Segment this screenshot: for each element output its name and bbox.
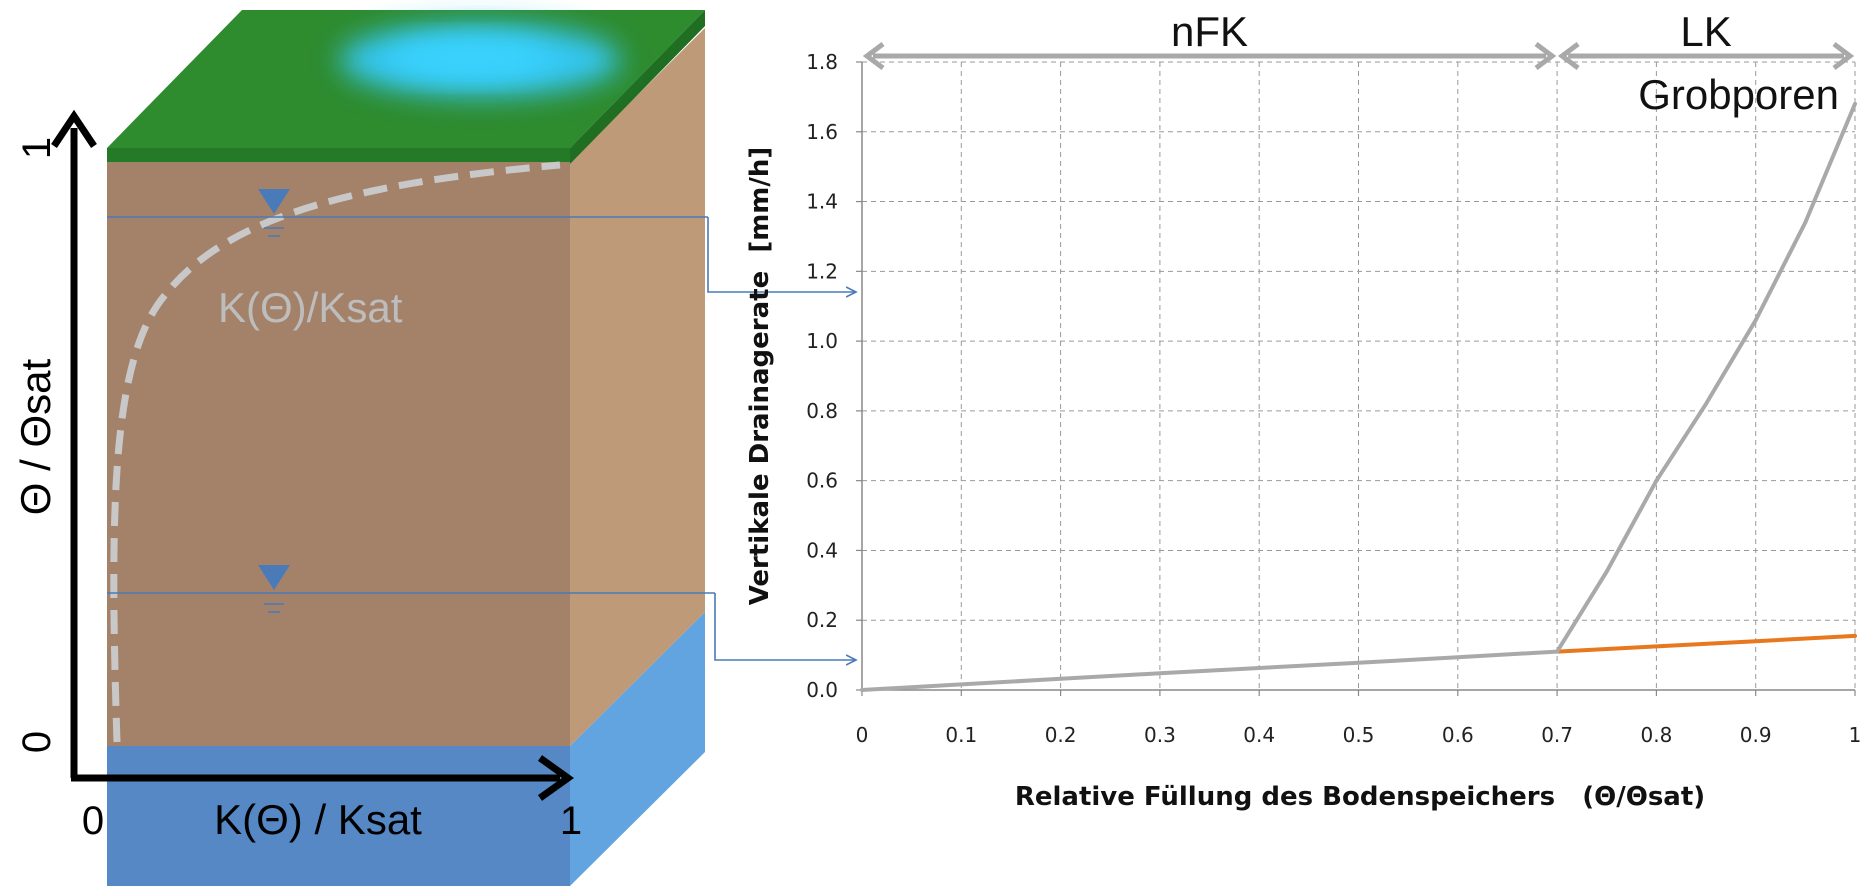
x-tick-label: 1 [1849,723,1862,747]
region-arrowhead-right [1534,42,1557,70]
x-tick-label: 0.1 [945,723,977,747]
data-point [1803,220,1808,225]
soil-x-arrowhead [537,755,575,801]
x-tick-label: 0.3 [1144,723,1176,747]
series-line [1555,633,1857,654]
groundwater-side [570,612,705,886]
region-arrowhead-left [862,42,885,70]
data-point [1555,649,1559,654]
drainage-chart: 0.0 0.2 0.4 0.6 0.8 1.0 1.2 1.4 1.6 1.8 0 0.1 0.2 0.3… [745,8,1861,812]
data-point [1753,639,1758,643]
region-label: nFK [1171,8,1248,55]
k-theta-curve [110,161,561,743]
y-tick-label: 0.4 [806,538,838,562]
upper-leader-arrow [707,217,856,292]
y-tick-label: 1.2 [806,259,838,283]
soil-x-tick-low: 0 [82,799,104,843]
data-point [1257,666,1261,670]
soil-side [570,28,705,746]
y-tick-label: 0.2 [806,608,838,632]
region-sublabel: Grobporen [1638,71,1839,118]
data-point [860,688,864,692]
data-point [1158,671,1162,676]
soil-axes [51,109,575,801]
x-tick-label: 0.8 [1640,723,1672,747]
y-tick-label: 1.0 [806,329,838,353]
data-point [959,682,964,687]
soil-y-tick-low: 0 [15,731,59,753]
region-arrowhead-right [1832,42,1855,70]
data-point [1604,569,1609,574]
water-level-triangle-icon [258,189,290,214]
chart-tick-labels: 0.0 0.2 0.4 0.6 0.8 1.0 1.2 1.4 1.6 1.8 0 0.1 0.2 0.3… [806,50,1861,747]
data-point [1704,402,1708,406]
soil-block [107,10,705,886]
soil-front [107,162,570,746]
y-tick-label: 1.6 [806,120,838,144]
data-point [1654,644,1659,649]
data-point [1058,677,1063,681]
y-tick-label: 1.4 [806,190,838,214]
y-tick-label: 1.8 [806,50,838,74]
chart-regions: nFK LK Grobporen [862,8,1855,118]
region-label: LK [1680,8,1731,55]
data-point [1753,318,1758,322]
data-point [1853,102,1857,106]
data-point [1654,478,1659,483]
x-tick-label: 0.9 [1740,723,1772,747]
chart-series [860,101,1857,692]
y-tick-label: 0.0 [806,678,838,702]
y-tick-label: 0.8 [806,399,838,423]
chart-x-axis-title: Relative Füllung des Bodenspeichers (Θ/Θ… [1015,782,1705,812]
data-point [1853,634,1857,638]
soil-y-arrowhead [51,109,97,148]
data-point [1456,655,1460,660]
lower-water-level [107,565,856,660]
curve-label: K(Θ)/Ksat [218,284,403,331]
water-level-triangle-icon [258,565,290,590]
soil-x-axis-label: K(Θ) / Ksat [214,796,422,843]
lower-leader-arrow [714,593,856,660]
x-tick-label: 0 [856,723,869,747]
chart-y-axis-title: Vertikale Drainagerate [mm/h] [745,147,775,606]
groundwater-front [107,746,570,886]
x-tick-label: 0.4 [1243,723,1275,747]
data-point [1356,660,1361,665]
y-tick-label: 0.6 [806,469,838,493]
grass-front-edge [107,148,570,162]
x-tick-label: 0.6 [1442,723,1474,747]
grass-side-edge [570,10,705,164]
soil-x-tick-high: 1 [560,799,582,843]
x-tick-label: 0.5 [1343,723,1375,747]
x-tick-label: 0.7 [1541,723,1573,747]
chart-grid [862,61,1856,690]
x-tick-label: 0.2 [1045,723,1077,747]
series-line [860,101,1857,692]
upper-water-level [107,189,856,292]
region-arrowhead-left [1557,42,1580,70]
soil-y-axis-label: Θ / Θsat [12,358,59,515]
soil-y-tick-high: 1 [15,137,59,159]
water-puddle-core [390,40,550,76]
